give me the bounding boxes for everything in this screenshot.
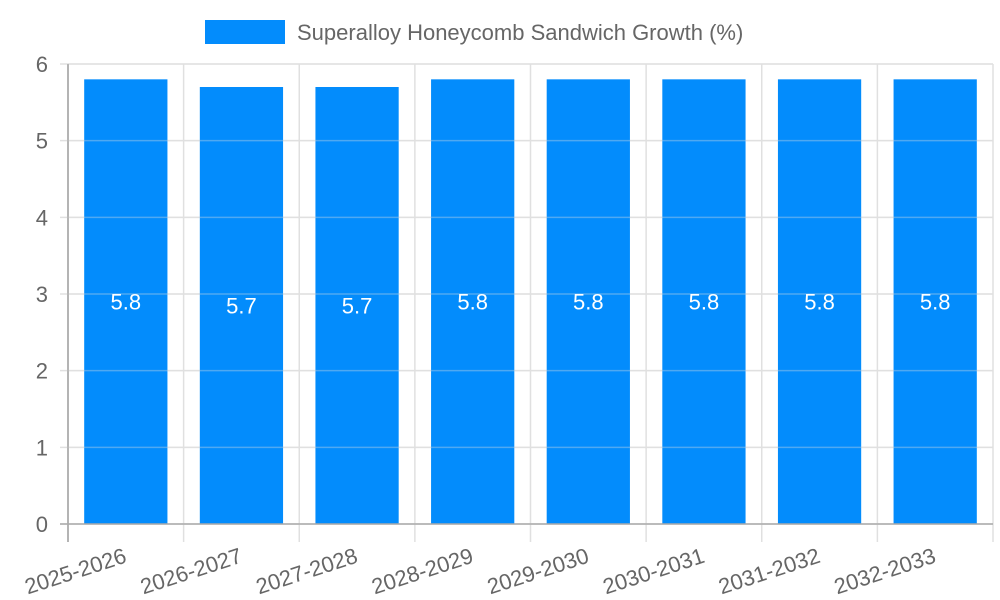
- bar[interactable]: [431, 79, 515, 524]
- bar[interactable]: [315, 87, 399, 524]
- y-axis-ticks: 0 1 2 3 4 5 6: [36, 52, 48, 537]
- bar-value-label: 5.7: [342, 294, 373, 319]
- x-tick-label: 2030-2031: [600, 543, 708, 599]
- bar-value-label: 5.8: [111, 290, 142, 315]
- bar-value-label: 5.8: [457, 290, 488, 315]
- x-tick-label: 2025-2026: [22, 543, 130, 599]
- data-labels: 5.8 5.7 5.7 5.8 5.8 5.8 5.8 5.8: [111, 290, 951, 319]
- x-tick-label: 2027-2028: [253, 543, 361, 599]
- y-tick-label: 0: [36, 512, 48, 537]
- bars: [84, 79, 977, 524]
- bar[interactable]: [84, 79, 168, 524]
- legend: Superalloy Honeycomb Sandwich Growth (%): [205, 20, 743, 45]
- x-tick-label: 2028-2029: [368, 543, 476, 599]
- y-tick-label: 5: [36, 129, 48, 154]
- y-tick-label: 3: [36, 282, 48, 307]
- legend-label[interactable]: Superalloy Honeycomb Sandwich Growth (%): [297, 20, 743, 45]
- bar[interactable]: [546, 79, 630, 524]
- x-tick-label: 2029-2030: [484, 543, 592, 599]
- legend-swatch[interactable]: [205, 20, 285, 44]
- x-axis-ticks: 2025-2026 2026-2027 2027-2028 2028-2029 2029…: [22, 543, 939, 599]
- axes: [60, 64, 993, 542]
- bar-value-label: 5.8: [920, 290, 951, 315]
- grid-overlay: [68, 63, 993, 449]
- bar[interactable]: [777, 79, 862, 524]
- y-tick-label: 1: [36, 435, 48, 460]
- y-tick-label: 2: [36, 359, 48, 384]
- bar[interactable]: [893, 79, 977, 524]
- bar-value-label: 5.7: [226, 294, 257, 319]
- x-tick-label: 2026-2027: [137, 543, 245, 599]
- bar-value-label: 5.8: [573, 290, 604, 315]
- y-tick-label: 4: [36, 205, 48, 230]
- x-tick-label: 2031-2032: [715, 543, 823, 599]
- x-tick-label: 2032-2033: [831, 543, 939, 599]
- y-tick-label: 6: [36, 52, 48, 77]
- bar[interactable]: [199, 87, 284, 524]
- bar-value-label: 5.8: [689, 290, 720, 315]
- bar-value-label: 5.8: [804, 290, 835, 315]
- bar[interactable]: [662, 79, 746, 524]
